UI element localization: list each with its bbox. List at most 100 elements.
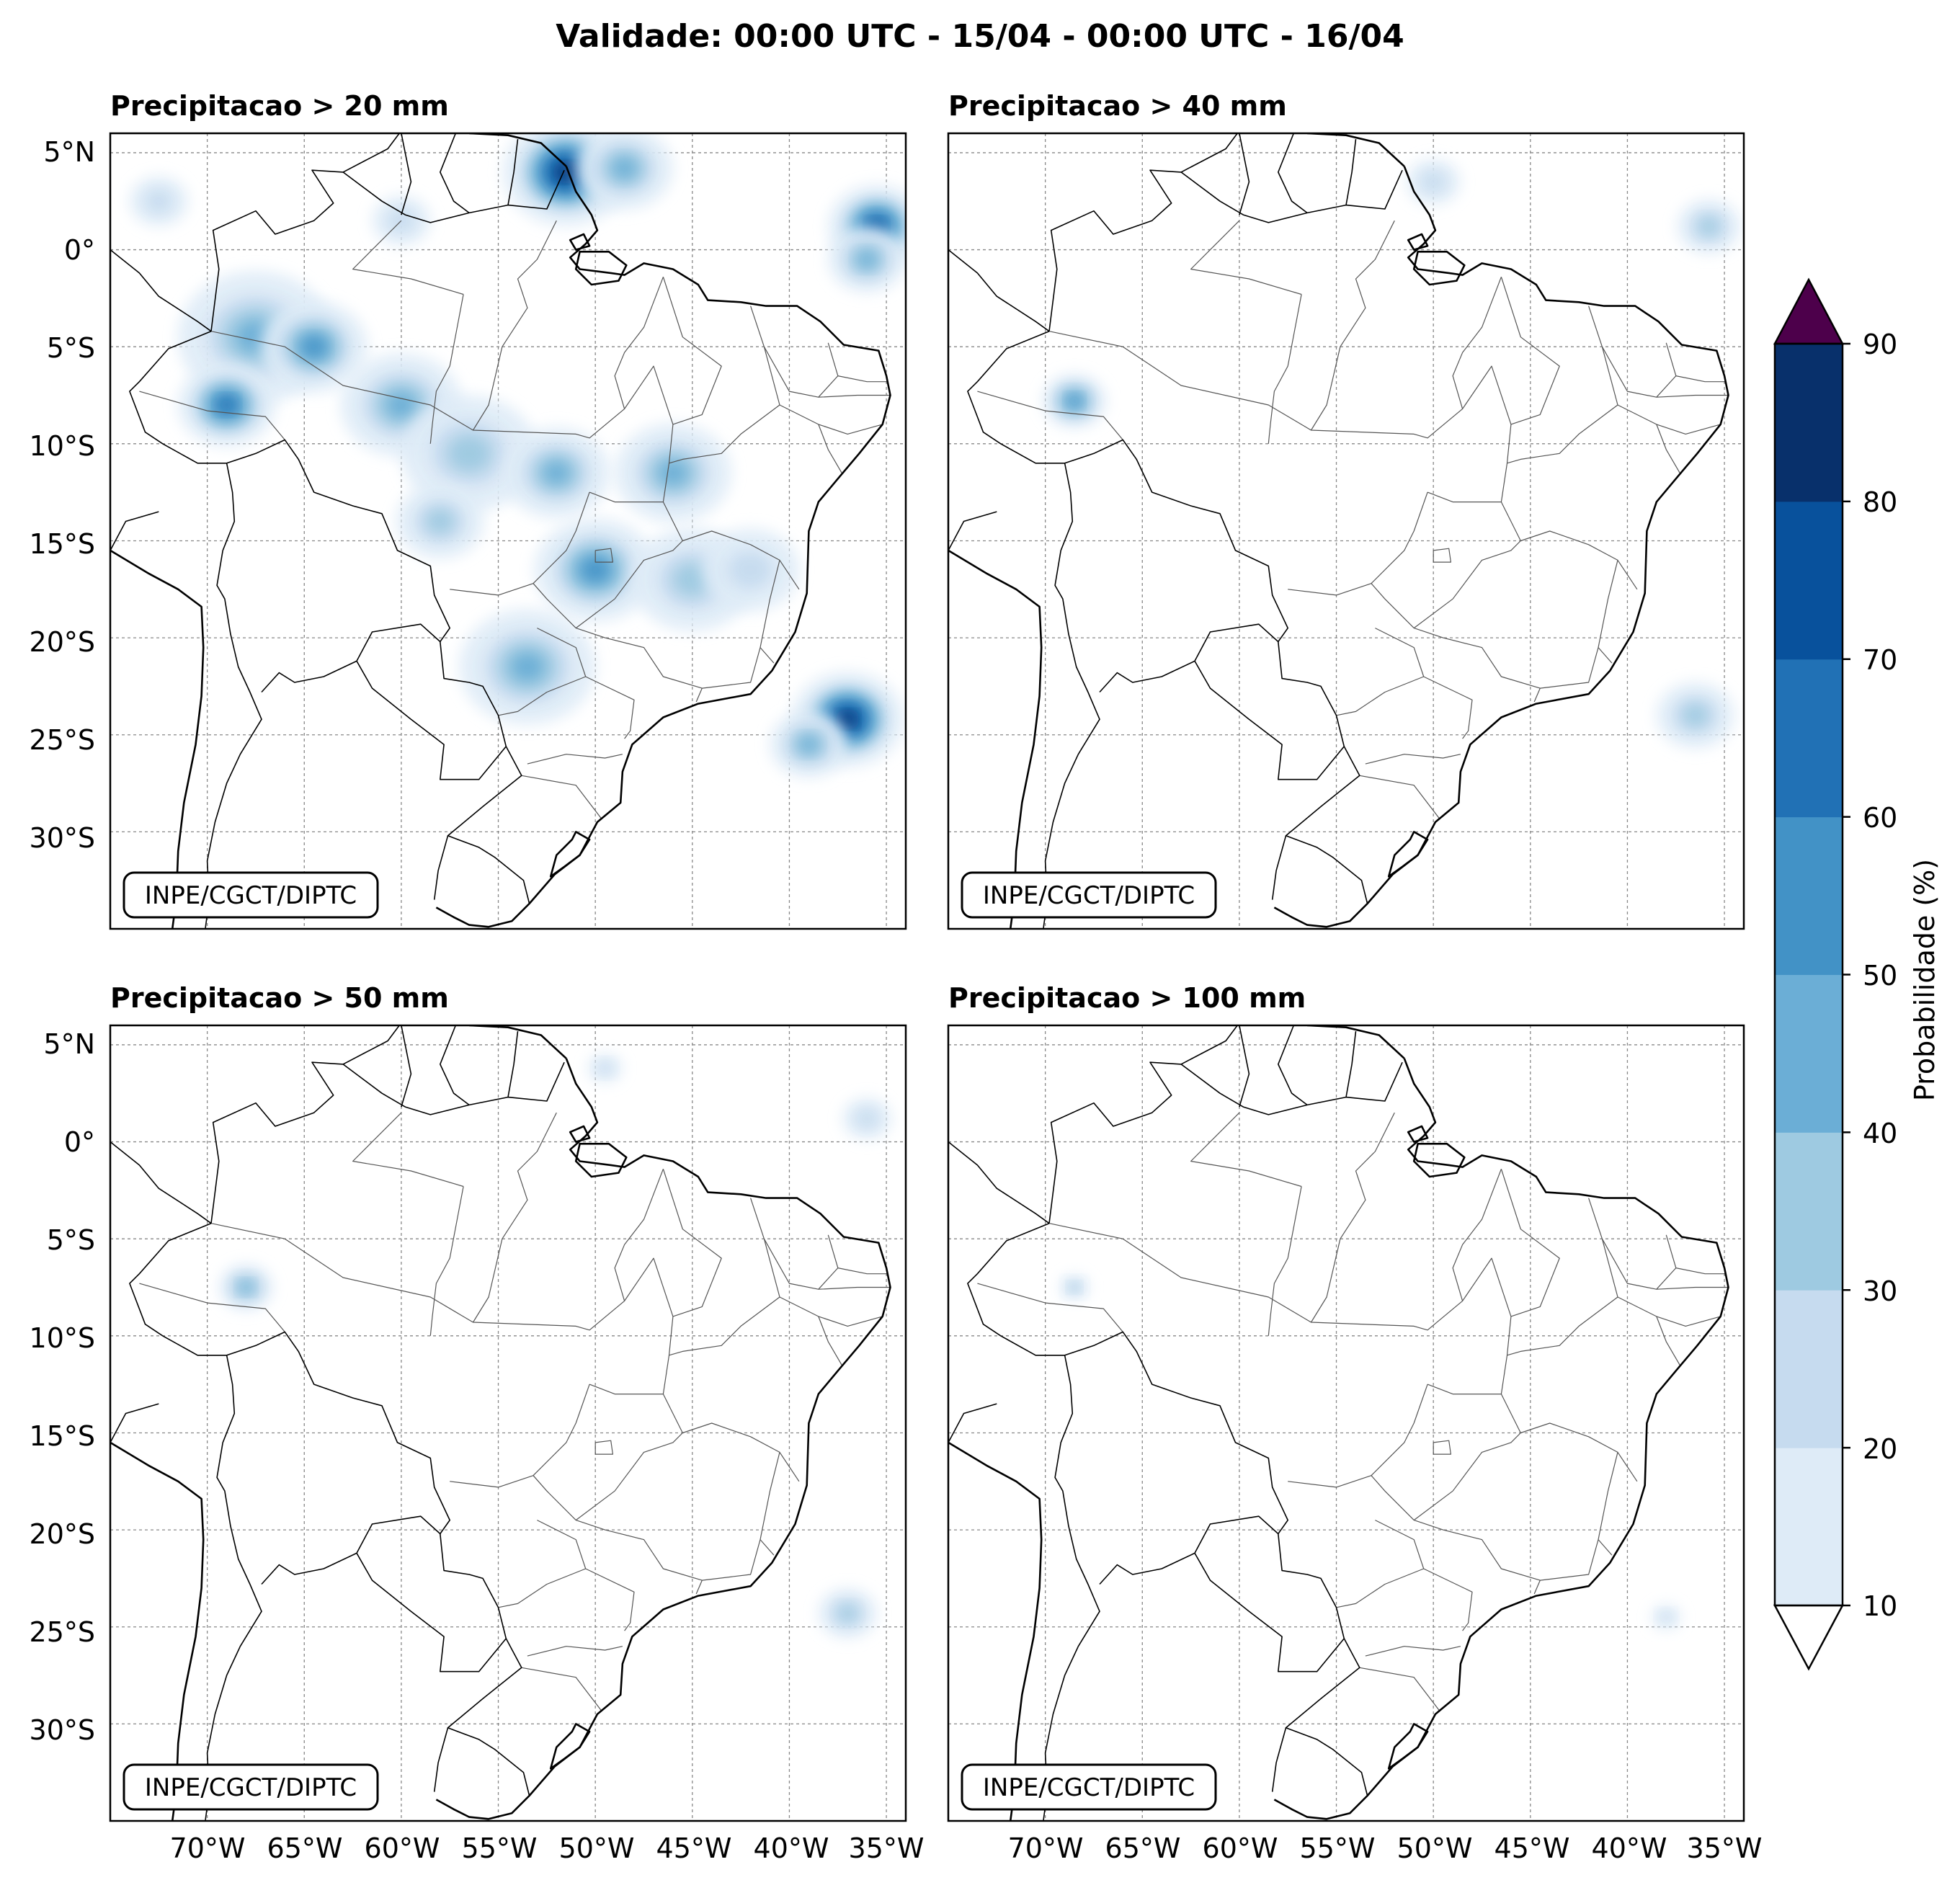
country-border bbox=[1194, 1533, 1345, 1672]
map-area bbox=[110, 1025, 906, 1821]
state-border bbox=[139, 391, 285, 440]
country-border bbox=[507, 139, 519, 205]
state-border bbox=[1268, 294, 1302, 444]
colorbar-frame bbox=[1773, 342, 1844, 1607]
map-frame bbox=[109, 1024, 907, 1822]
country-border bbox=[447, 746, 530, 904]
colorbar: 90 80 70 60 50 40 30 20 10 Probabilidade… bbox=[1773, 277, 1941, 1671]
state-border bbox=[1675, 375, 1725, 383]
state-border bbox=[760, 1539, 775, 1556]
state-border bbox=[1656, 424, 1680, 473]
colorbar-tick: 90 bbox=[1863, 329, 1897, 360]
credit-label: INPE/CGCT/DIPTC bbox=[983, 881, 1195, 910]
map-area bbox=[110, 133, 906, 929]
state-border bbox=[1598, 647, 1613, 664]
probability-area bbox=[583, 559, 607, 580]
state-border bbox=[818, 424, 842, 473]
lon-label: 65°W bbox=[267, 1832, 343, 1864]
colorbar-band bbox=[1775, 816, 1843, 975]
state-border bbox=[352, 1112, 464, 1188]
probability-area bbox=[840, 713, 855, 726]
state-border bbox=[1336, 628, 1425, 716]
country-border bbox=[967, 1222, 1100, 1821]
island-outline bbox=[569, 1125, 591, 1143]
colorbar-over-triangle bbox=[1773, 277, 1845, 345]
credit-box: INPE/CGCT/DIPTC bbox=[122, 871, 379, 919]
coastline-pacific bbox=[110, 549, 205, 929]
state-border bbox=[1359, 1667, 1440, 1711]
state-border bbox=[450, 583, 534, 596]
state-border bbox=[1359, 775, 1440, 819]
colorbar-tick: 10 bbox=[1863, 1590, 1897, 1622]
country-border bbox=[1345, 1031, 1357, 1097]
map-background bbox=[948, 133, 1744, 929]
country-border bbox=[1285, 1638, 1368, 1796]
state-border bbox=[450, 1475, 534, 1488]
state-border bbox=[760, 647, 775, 664]
state-border bbox=[521, 1667, 602, 1711]
panel-prob-50mm: Precipitacao > 50 mm INPE/CGCT/DIPTC 5°N… bbox=[30, 982, 925, 1864]
state-border bbox=[533, 491, 590, 629]
lat-label: 5°S bbox=[47, 332, 95, 364]
state-border bbox=[429, 1186, 464, 1336]
coastline-northwest bbox=[948, 1141, 1050, 1224]
lat-lon-grid bbox=[110, 1025, 906, 1821]
state-border bbox=[1048, 331, 1311, 431]
country-and-state-borders bbox=[948, 133, 1729, 929]
lon-label: 35°W bbox=[849, 1832, 925, 1864]
country-border bbox=[1285, 746, 1368, 904]
probability-area bbox=[729, 551, 773, 589]
state-border bbox=[352, 220, 464, 295]
state-border bbox=[1617, 404, 1721, 435]
lat-label: 5°N bbox=[43, 136, 95, 168]
coastline-guianas bbox=[1307, 133, 1405, 167]
state-border bbox=[1507, 306, 1618, 464]
state-border bbox=[429, 294, 464, 444]
country-border bbox=[342, 1061, 565, 1115]
country-border bbox=[440, 1025, 470, 1106]
colorbar-label: Probabilidade (%) bbox=[1909, 859, 1941, 1101]
state-border bbox=[1371, 1384, 1428, 1521]
lon-label: 60°W bbox=[1203, 1832, 1278, 1864]
panel-prob-40mm: Precipitacao > 40 mm INPE/CGCT/DIPTC bbox=[947, 90, 1745, 930]
country-border bbox=[356, 641, 507, 780]
country-border bbox=[1271, 1727, 1287, 1792]
coastline-pacific bbox=[948, 549, 1043, 929]
state-border bbox=[662, 1169, 722, 1317]
probability-area bbox=[799, 736, 819, 753]
state-border bbox=[779, 1296, 883, 1327]
lat-lon-grid bbox=[948, 1025, 1744, 1821]
colorbar-bands bbox=[1775, 342, 1850, 1607]
island-outline bbox=[569, 233, 591, 251]
state-border bbox=[1433, 1440, 1451, 1455]
lat-label: 15°S bbox=[30, 528, 95, 560]
state-border bbox=[1533, 687, 1541, 703]
state-border bbox=[594, 1440, 613, 1455]
map-background bbox=[110, 133, 906, 929]
lon-label: 35°W bbox=[1687, 1832, 1763, 1864]
country-border bbox=[342, 169, 565, 223]
colorbar-under-triangle bbox=[1773, 1604, 1845, 1671]
probability-area bbox=[855, 1109, 878, 1128]
state-border bbox=[533, 1384, 590, 1521]
probability-area bbox=[1698, 218, 1719, 235]
lon-labels: 70°W 65°W 60°W 55°W 50°W 45°W 40°W 35°W bbox=[1008, 1832, 1763, 1864]
credit-label: INPE/CGCT/DIPTC bbox=[145, 881, 357, 910]
state-border bbox=[1500, 1394, 1638, 1482]
map-frame bbox=[947, 132, 1745, 930]
lat-label: 30°S bbox=[30, 822, 95, 854]
colorbar-tick: 20 bbox=[1863, 1433, 1897, 1465]
colorbar-ticks: 90 80 70 60 50 40 30 20 10 bbox=[1863, 329, 1897, 1622]
lat-label: 25°S bbox=[30, 1616, 95, 1648]
country-border bbox=[1278, 133, 1308, 214]
country-and-state-borders bbox=[110, 133, 891, 929]
lat-label: 25°S bbox=[30, 724, 95, 756]
coastline-guianas bbox=[469, 1025, 567, 1059]
lagoon-outline bbox=[1387, 1723, 1429, 1770]
colorbar-band bbox=[1775, 501, 1843, 660]
coastline-pacific bbox=[948, 1441, 1043, 1821]
lat-labels: 5°N 0° 5°S 10°S 15°S 20°S 25°S 30°S bbox=[30, 1028, 95, 1746]
lon-label: 40°W bbox=[754, 1832, 829, 1864]
panel-prob-100mm: Precipitacao > 100 mm INPE/CGCT/DIPTC 70… bbox=[947, 982, 1763, 1864]
probability-area bbox=[239, 1281, 253, 1293]
